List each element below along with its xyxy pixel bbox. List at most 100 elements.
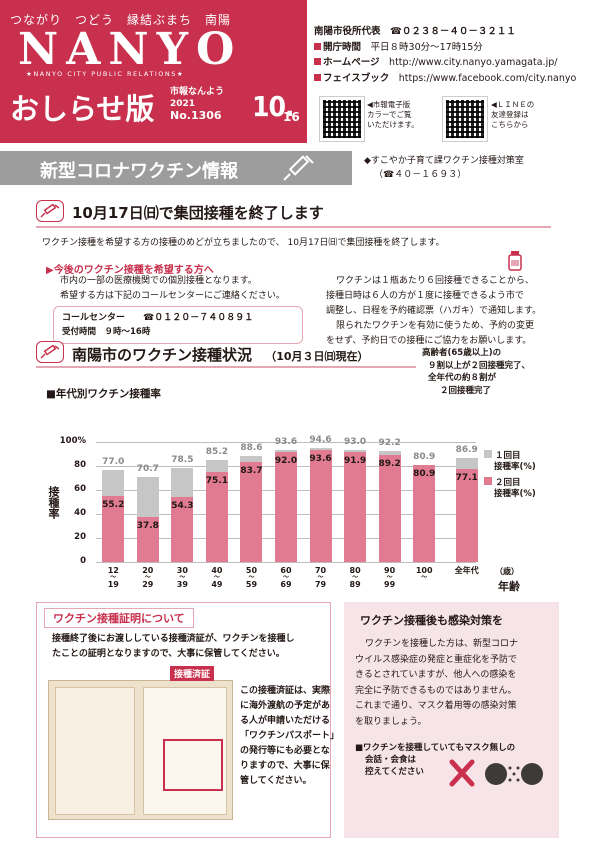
vial-icon (506, 250, 524, 276)
legend-swatch-second (484, 477, 492, 485)
infection-panel (344, 602, 559, 838)
x-tick-label: 70 ～ 79 (303, 566, 339, 589)
bar-second-dose (378, 454, 401, 562)
x-tick-label-part: 29 (142, 580, 154, 589)
issue-day: 16 (283, 110, 300, 124)
x-tick-label-part: 80 (349, 566, 361, 575)
bar-second-dose (171, 496, 194, 562)
bullet-square-icon (314, 73, 321, 81)
y-tick-label: 20 (74, 532, 86, 542)
x-axis-unit: （歳） (495, 567, 519, 576)
y-tick-label: 0 (80, 556, 86, 566)
data-label-second-dose: 92.0 (274, 455, 298, 466)
section2-date: （10月３日㈰現在） (265, 350, 369, 363)
bar-second-dose (344, 451, 367, 562)
edition-title: おしらせ版 (10, 92, 155, 126)
x-tick-label-part: 39 (176, 580, 188, 589)
x-tick-label: 12 ～ 19 (95, 566, 131, 589)
qr-code-line[interactable] (442, 96, 488, 142)
legend-swatch-first (484, 450, 492, 458)
issue-year: 2021 (170, 99, 196, 109)
section1-left-text: 市内の一部の医療機関での個別接種となります。 希望する方は下記のコールセンターに… (60, 276, 285, 301)
section1-heading: 10月17日㈰で集団接種を終了します (72, 204, 324, 222)
section1-subheading: ▶今後のワクチン接種を希望する方へ (46, 265, 214, 276)
x-tick-label: 90 ～ 99 (372, 566, 408, 589)
department-info: ◆すこやか子育て課ワクチン接種対策室 （☎４０－１６９３） (364, 156, 524, 180)
x-tick-label-part: 50 (245, 566, 258, 575)
syringe-icon (36, 341, 64, 363)
x-tick-label-part: ～ (317, 574, 324, 581)
no-mask-talk-icon (448, 756, 548, 796)
qr-note-ebook: ◀市報電子版 カラーでご覧 いただけます。 (367, 100, 419, 129)
facebook-link[interactable]: https://www.facebook.com/city.nanyo (398, 72, 577, 84)
qr-code-ebook[interactable] (319, 96, 365, 142)
data-label-second-dose: 55.2 (102, 499, 125, 510)
masthead: つながり つどう 縁結ぶまち 南陽 NANYO ★NANYO CITY PUBL… (0, 0, 307, 143)
bar-second-dose (240, 461, 263, 562)
bar-second-dose (102, 495, 125, 562)
infection-title: ワクチン接種後も感染対策を (360, 614, 503, 627)
bullet-square-icon (314, 58, 321, 65)
x-tick-label-part: ～ (144, 574, 151, 581)
contact-hours: 開庁時間 平日８時30分～17時15分 (314, 40, 589, 56)
x-tick-label: 100 ～ (406, 566, 442, 581)
x-tick-label-part: ～ (110, 574, 117, 581)
x-tick-label: 50 ～ 59 (233, 566, 269, 589)
data-label-first-dose: 85.2 (205, 446, 229, 457)
certificate-image-tag: 接種済証 (170, 666, 215, 681)
section1-intro: ワクチン接種を希望する方の接種のめどが立ちましたので、 10月17日㈰で集団接種… (42, 238, 445, 248)
y-tick-label: 100% (59, 436, 86, 446)
y-axis-ticks: 100% 80 60 40 20 0 (56, 436, 86, 566)
issue-meta: 市報なんよう 2021 No.1306 (170, 86, 224, 122)
bar-second-dose (455, 469, 478, 562)
x-tick-label-part: ～ (248, 574, 255, 581)
data-label-second-dose: 93.6 (309, 453, 332, 464)
x-tick-label-part: ～ (386, 574, 393, 581)
data-label-first-dose: 93.0 (343, 437, 367, 448)
contact-facebook: フェイスブック https://www.facebook.com/city.na… (314, 71, 589, 87)
bar-second-dose (136, 516, 159, 562)
publication-name: 市報なんよう (170, 87, 225, 97)
x-tick-label-part: ～ (179, 574, 186, 581)
x-tick-label-part: ～ (421, 574, 428, 581)
bar-second-dose (309, 449, 332, 562)
bar-second-dose (413, 464, 436, 562)
x-tick-label-part: 79 (314, 580, 327, 589)
data-label-first-dose: 70.7 (136, 464, 159, 475)
call-center-hours: 受付時間 ９時～16時 (62, 327, 151, 337)
certificate-tag: ワクチン接種証明について (44, 608, 194, 628)
data-label-second-dose: 54.3 (171, 500, 194, 511)
logo: NANYO (18, 24, 243, 75)
x-tick-label: 80 ～ 89 (337, 566, 373, 589)
syringe-icon (36, 200, 64, 222)
x-axis-title: 年齢 (498, 580, 520, 593)
x-tick-label-part: 19 (107, 580, 119, 589)
section2-note: 高齢者(65歳以上)の ９割以上が２回接種完了、 全年代の約８割が ２回接種完了 (422, 348, 531, 396)
qr-note-line: ◀ＬＩＮＥの 友達登録は こちらから (491, 100, 535, 129)
data-label-second-dose: 37.8 (136, 520, 159, 531)
y-tick-label: 40 (74, 508, 86, 518)
contact-rep: 南陽市役所代表 ☎０２３８－４０－３２１１ (314, 26, 516, 37)
x-axis-labels: 12 ～ 19 20 ～ 29 30 ～ 39 40 ～ 49 50 ～ 59 60 ～ 69 70 ～ 79 80 ～ 89… (95, 566, 479, 596)
x-tick-label-part: 59 (245, 580, 258, 589)
x-tick-label-part: 12 (107, 566, 119, 575)
data-label-second-dose: 89.2 (378, 458, 401, 469)
x-tick-label-part: 100 (415, 566, 433, 575)
logo-subtitle: ★NANYO CITY PUBLIC RELATIONS★ (26, 70, 185, 78)
call-center-phone[interactable]: ☎０１２０－７４０８９１ (143, 313, 254, 323)
x-tick-label-part: 20 (142, 566, 154, 575)
issue-month: 10. (252, 90, 295, 123)
data-label-second-dose: 91.9 (343, 455, 367, 466)
data-label-first-dose: 93.6 (274, 436, 298, 447)
data-label-first-dose: 94.6 (309, 435, 332, 446)
homepage-link[interactable]: http://www.city.nanyo.yamagata.jp/ (389, 57, 558, 68)
issue-number: No.1306 (170, 109, 222, 122)
x-tick-label-part: 49 (211, 580, 223, 589)
legend-item-first-dose: １回目 接種率(%) (484, 450, 536, 473)
data-label-first-dose: 78.5 (171, 454, 194, 465)
data-label-second-dose: 77.1 (455, 473, 478, 484)
divider (36, 226, 551, 228)
section1-right-text: ワクチンは１瓶あたり６回接種できることから、 接種日時は６人の方が１度に接種でき… (326, 276, 542, 346)
data-label-first-dose: 80.9 (413, 451, 436, 462)
data-label-first-dose: 88.6 (240, 442, 263, 453)
